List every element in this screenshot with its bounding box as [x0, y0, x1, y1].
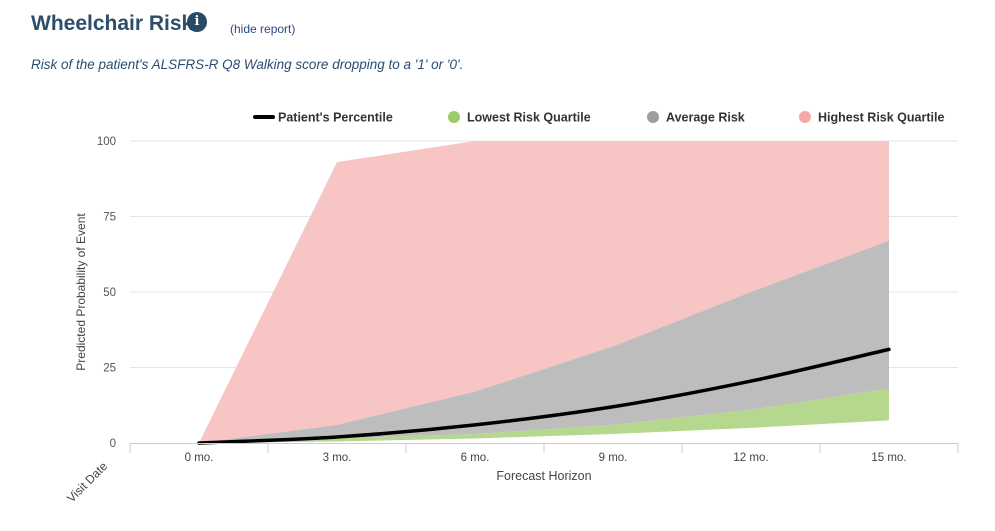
- info-icon[interactable]: i: [187, 12, 207, 32]
- y-tick-label-25: 25: [103, 363, 116, 375]
- legend-swatch: [647, 111, 659, 123]
- y-tick-label-0: 0: [110, 438, 116, 450]
- hide-report-link[interactable]: (hide report): [230, 22, 296, 36]
- legend: Patient's Percentile Lowest Risk Quartile…: [253, 111, 944, 125]
- x-tick-label: 6 mo.: [461, 452, 490, 464]
- legend-label: Average Risk: [666, 111, 745, 125]
- x-tick-label: 12 mo.: [733, 452, 768, 464]
- legend-item-patient-s-percentile[interactable]: Patient's Percentile: [253, 111, 393, 125]
- band-average-risk: [199, 240, 889, 443]
- patient-line-group: [197, 347, 891, 445]
- legend-swatch: [799, 111, 811, 123]
- chart-subtitle: Risk of the patient's ALSFRS-R Q8 Walkin…: [31, 57, 464, 72]
- legend-item-highest-risk-quartile[interactable]: Highest Risk Quartile: [799, 111, 944, 125]
- band-lowest-risk-quartile: [199, 388, 889, 443]
- band-highest-risk-quartile: [199, 141, 889, 443]
- visit-date-label: Visit Date: [64, 459, 110, 505]
- x-axis: 0 mo. 3 mo. 6 mo. 9 mo. 12 mo. 15 mo.: [129, 443, 959, 464]
- legend-label: Highest Risk Quartile: [818, 111, 944, 125]
- page-title: Wheelchair Risk: [31, 12, 194, 35]
- legend-item-lowest-risk-quartile[interactable]: Lowest Risk Quartile: [448, 111, 591, 125]
- y-axis-title: Predicted Probability of Event: [74, 213, 88, 371]
- x-tick-label: 15 mo.: [871, 452, 906, 464]
- legend-swatch: [448, 111, 460, 123]
- x-tick-label: 3 mo.: [323, 452, 352, 464]
- y-axis: 0 25 50 75 100: [97, 136, 116, 450]
- x-tick-label: 0 mo.: [185, 452, 214, 464]
- patient-percentile-line: [197, 347, 891, 445]
- legend-item-average-risk[interactable]: Average Risk: [647, 111, 745, 125]
- y-tick-label-75: 75: [103, 212, 116, 224]
- bands: [199, 141, 889, 443]
- y-tick-label-50: 50: [103, 287, 116, 299]
- legend-label: Patient's Percentile: [278, 111, 393, 125]
- x-tick-label: 9 mo.: [599, 452, 628, 464]
- y-tick-label-100: 100: [97, 136, 116, 148]
- legend-label: Lowest Risk Quartile: [467, 111, 591, 125]
- x-axis-title: Forecast Horizon: [496, 469, 591, 483]
